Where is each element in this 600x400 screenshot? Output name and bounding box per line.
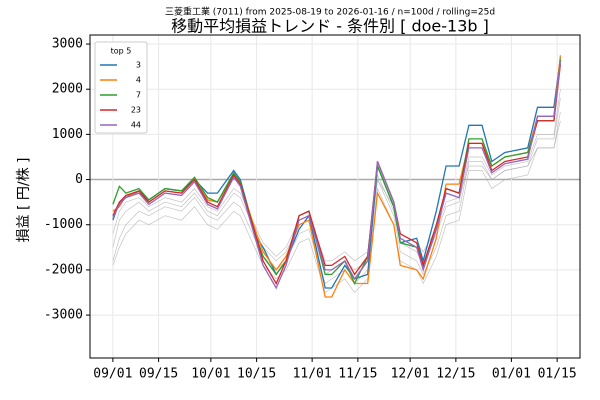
legend-label: 4: [136, 76, 141, 85]
y-tick-label: -1000: [44, 217, 83, 232]
background-line: [112, 111, 561, 262]
legend-label: 7: [136, 91, 141, 100]
series-line: [112, 62, 562, 290]
x-tick-label: 09/15: [139, 367, 178, 382]
legend-label: 23: [131, 106, 141, 115]
chart-subtitle: 三菱重工業 (7011) from 2025-08-19 to 2026-01-…: [165, 6, 495, 18]
x-tick-label: 12/15: [436, 367, 475, 382]
chart-title: 移動平均損益トレンド - 条件別 [ doe-13b ]: [171, 17, 489, 36]
y-axis-label: 損益 [ 円/株 ]: [16, 158, 32, 243]
legend-box: [94, 41, 148, 134]
series-line: [112, 64, 562, 285]
plot-frame: [89, 34, 581, 359]
x-tick-label: 01/15: [538, 367, 577, 382]
series-line: [112, 59, 562, 286]
x-tick-label: 10/15: [237, 367, 276, 382]
y-tick-label: 0: [75, 172, 83, 187]
x-tick-label: 11/15: [338, 367, 377, 382]
y-tick-label: -3000: [44, 308, 83, 323]
y-tick-label: 3000: [52, 37, 83, 52]
x-tick-label: 09/01: [93, 367, 132, 382]
y-tick-label: -2000: [44, 262, 83, 277]
x-tick-label: 01/01: [492, 367, 531, 382]
background-line: [112, 98, 561, 285]
legend: top 5 3 4 7 23 44: [94, 41, 148, 134]
legend-label: 3: [136, 61, 141, 70]
x-tick-label: 11/01: [293, 367, 332, 382]
y-tick-label: 2000: [52, 82, 83, 97]
x-tick-label: 10/01: [191, 367, 230, 382]
legend-label: 44: [131, 121, 141, 130]
legend-title: top 5: [111, 47, 132, 56]
y-tick-label: 1000: [52, 127, 83, 142]
x-tick-label: 12/01: [391, 367, 430, 382]
